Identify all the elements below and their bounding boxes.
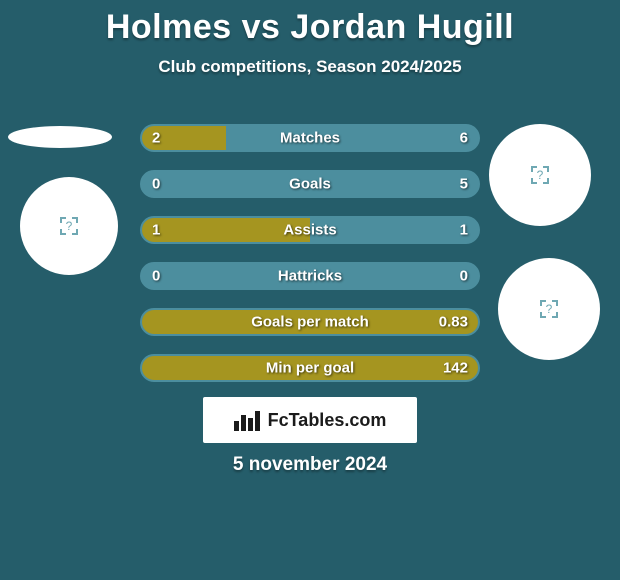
logo-badge: FcTables.com — [203, 397, 417, 443]
stat-bar: 0 5 Goals — [140, 170, 480, 198]
logo-text: FcTables.com — [268, 410, 387, 431]
bar-value-right: 0 — [460, 268, 468, 285]
date-text: 5 november 2024 — [233, 454, 387, 476]
image-icon: ? — [60, 217, 78, 235]
stat-bar: 2 6 Matches — [140, 124, 480, 152]
avatar-shadow-ellipse — [8, 126, 112, 148]
bar-label: Goals per match — [251, 314, 369, 331]
bar-label: Min per goal — [266, 360, 354, 377]
bar-label: Hattricks — [278, 268, 342, 285]
avatar-right-bottom: ? — [498, 258, 600, 360]
stat-bar: 0 0 Hattricks — [140, 262, 480, 290]
bar-value-right: 142 — [443, 360, 468, 377]
bar-value-right: 1 — [460, 222, 468, 239]
stat-bar: 0.83 Goals per match — [140, 308, 480, 336]
bar-value-left: 1 — [152, 222, 160, 239]
bar-label: Assists — [283, 222, 336, 239]
image-icon: ? — [531, 166, 549, 184]
bar-label: Matches — [280, 130, 340, 147]
bar-value-left: 2 — [152, 130, 160, 147]
bar-value-right: 6 — [460, 130, 468, 147]
bar-value-left: 0 — [152, 176, 160, 193]
bar-label: Goals — [289, 176, 331, 193]
stat-bar: 142 Min per goal — [140, 354, 480, 382]
page-title: Holmes vs Jordan Hugill — [0, 0, 620, 47]
bar-value-right: 5 — [460, 176, 468, 193]
bar-value-right: 0.83 — [439, 314, 468, 331]
image-icon: ? — [540, 300, 558, 318]
page-subtitle: Club competitions, Season 2024/2025 — [0, 57, 620, 77]
bar-value-left: 0 — [152, 268, 160, 285]
comparison-bars: 2 6 Matches 0 5 Goals 1 1 Assists 0 0 Hattricks 0.83… — [140, 124, 480, 400]
bar-chart-icon — [234, 409, 260, 431]
stat-bar: 1 1 Assists — [140, 216, 480, 244]
avatar-left: ? — [20, 177, 118, 275]
avatar-right-top: ? — [489, 124, 591, 226]
